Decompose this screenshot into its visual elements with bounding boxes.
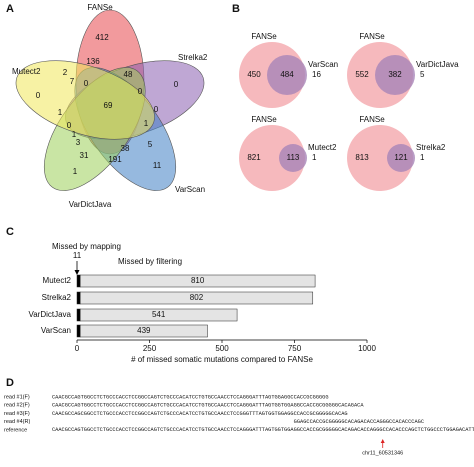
- sequence: CAACGCCAGTGGCCTCTGCCCACCTCCGGCCAGTCTGCCC…: [52, 403, 364, 409]
- set-label: VarScan: [308, 60, 338, 69]
- region-count: 48: [124, 70, 133, 79]
- row-label: read #4(R): [4, 419, 30, 425]
- venn-other: [267, 55, 307, 95]
- venn-other: [279, 144, 307, 172]
- venn-set: [15, 60, 155, 140]
- bar-segment: [79, 324, 208, 338]
- region-count: 1: [72, 130, 77, 139]
- region-count: 191: [108, 155, 122, 164]
- set-label: Mutect2: [308, 143, 337, 152]
- count: 813: [355, 153, 369, 162]
- panel-letter: A: [6, 3, 14, 15]
- x-tick-label: 750: [288, 344, 302, 353]
- sequence: CAACGCCAGCGGCCTCTGCCCACCTCCGGCCAGTCTGCCC…: [52, 411, 348, 417]
- region-count: 3: [76, 138, 81, 147]
- region-count: 1: [73, 167, 78, 176]
- bar-segment: [79, 274, 316, 288]
- region-count: 1: [58, 108, 63, 117]
- set-label: FANSe: [251, 115, 277, 124]
- region-count: 5: [148, 140, 153, 149]
- y-tick-label: VarScan: [41, 326, 71, 335]
- venn-fanse: [347, 125, 413, 191]
- panel-letter: B: [232, 3, 240, 15]
- bar-segment: [76, 324, 81, 338]
- venn-other: [375, 55, 415, 95]
- sequence: CAACGCCAGTGGCCTCTGCCCACCTCCGGCCAGTCTGCCC…: [52, 427, 474, 433]
- count: 552: [355, 70, 369, 79]
- bar-segment: [79, 308, 238, 322]
- panel-letter: C: [6, 226, 14, 238]
- set-label: FANSe: [359, 115, 385, 124]
- row-label: read #2(F): [4, 403, 30, 409]
- venn-fanse: [239, 125, 305, 191]
- count: 1: [420, 153, 425, 162]
- region-count: 0: [138, 87, 143, 96]
- bar-segment: [76, 274, 81, 288]
- row-label: reference: [4, 427, 27, 433]
- bar-segment: [76, 291, 81, 305]
- bar-segment: [76, 308, 81, 322]
- region-count: 11: [153, 161, 162, 170]
- count: 16: [312, 70, 321, 79]
- value-label: 810: [191, 276, 205, 285]
- count: 1: [312, 153, 317, 162]
- arrow-head: [74, 270, 80, 275]
- value-label: 439: [137, 326, 151, 335]
- y-tick-label: Mutect2: [43, 276, 72, 285]
- marker-head: [380, 439, 385, 443]
- sequence: CAACGCCAGTGGCCTCTGCCCACCTCCGGCCAGTCTGCCC…: [52, 394, 329, 400]
- count: 821: [247, 153, 261, 162]
- set-label: FANSe: [359, 32, 385, 41]
- set-label: VarScan: [175, 185, 205, 194]
- region-count: 136: [86, 57, 100, 66]
- set-label: VarDictJava: [69, 200, 112, 209]
- count: 450: [247, 70, 261, 79]
- value-label: 11: [73, 251, 82, 260]
- x-tick-label: 1000: [358, 344, 376, 353]
- venn-other: [387, 144, 415, 172]
- legend-entry: Missed by mapping: [52, 242, 121, 251]
- sequence: GGAGCCACCGCGGGGGCACAGACACCAGGGCCACACCCAG…: [294, 419, 424, 425]
- y-tick-label: VarDictJava: [28, 310, 71, 319]
- x-axis-label: # of missed somatic mutations compared t…: [131, 355, 313, 364]
- value-label: 802: [190, 293, 204, 302]
- set-label: FANSe: [251, 32, 277, 41]
- row-label: read #3(F): [4, 411, 30, 417]
- region-count: 69: [104, 101, 113, 110]
- set-label: FANSe: [87, 3, 113, 12]
- region-count: 0: [174, 80, 179, 89]
- region-count: 2: [63, 68, 68, 77]
- y-tick-label: Strelka2: [42, 293, 72, 302]
- count: 113: [287, 153, 300, 162]
- x-tick-label: 500: [215, 344, 229, 353]
- region-count: 0: [67, 121, 72, 130]
- region-count: 0: [154, 105, 159, 114]
- value-label: 541: [152, 310, 166, 319]
- count: 121: [394, 153, 408, 162]
- set-label: Strelka2: [416, 143, 446, 152]
- set-label: VarDictJava: [416, 60, 459, 69]
- region-count: 0: [84, 79, 89, 88]
- set-label: Mutect2: [12, 67, 41, 76]
- region-count: 1: [144, 119, 149, 128]
- region-count: 38: [121, 144, 130, 153]
- legend-entry: Missed by filtering: [118, 257, 182, 266]
- region-count: 0: [36, 91, 41, 100]
- region-count: 7: [70, 77, 75, 86]
- count: 484: [280, 70, 294, 79]
- count: 5: [420, 70, 425, 79]
- x-tick-label: 0: [75, 344, 80, 353]
- region-count: 412: [95, 33, 109, 42]
- count: 382: [388, 70, 402, 79]
- set-label: Strelka2: [178, 53, 208, 62]
- marker-label: chr11_60531346: [362, 450, 403, 456]
- panel-letter: D: [6, 377, 14, 389]
- bar-segment: [79, 291, 314, 305]
- region-count: 31: [80, 151, 89, 160]
- x-tick-label: 250: [143, 344, 157, 353]
- row-label: read #1(F): [4, 394, 30, 400]
